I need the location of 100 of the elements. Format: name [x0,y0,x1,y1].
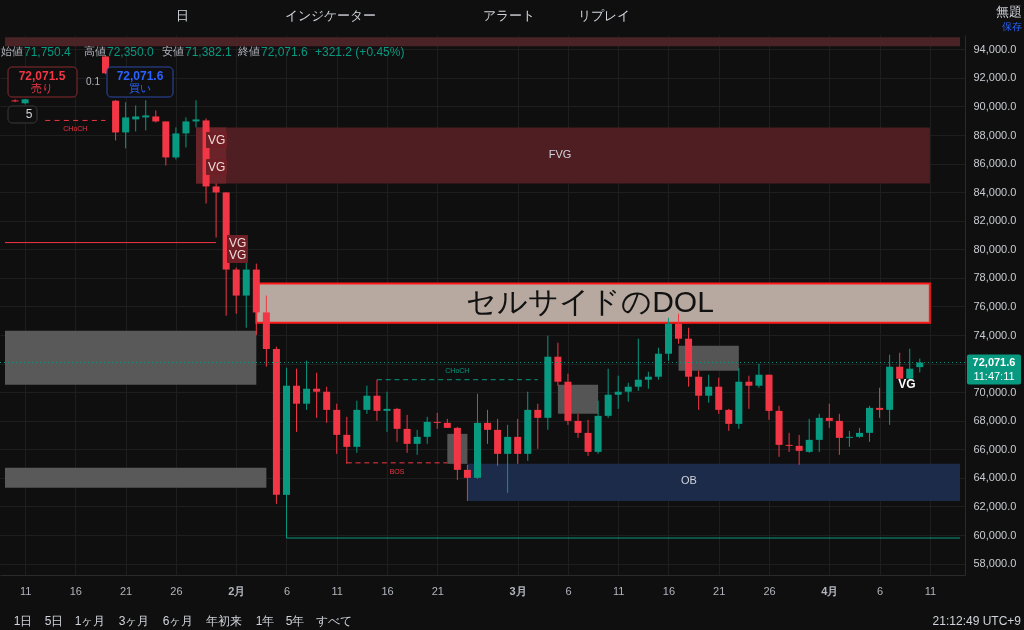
text: 3ヶ月 [118,614,150,628]
candlestick [675,313,683,345]
candlestick [433,412,441,430]
y-tick-label: 76,000.0 [973,299,1017,312]
candlestick [323,386,331,424]
candlestick [423,416,431,445]
candlestick [795,434,803,466]
text: アラート [483,8,535,23]
candlestick [876,387,884,419]
text: 5日 [44,614,64,628]
candlestick [745,375,753,410]
candlestick [715,377,723,415]
candlestick [403,414,411,454]
x-tick-label: 6 [877,584,884,597]
annotation: 安値 [162,45,184,57]
y-tick-label: 74,000.0 [973,328,1017,341]
x-tick-label: 21 [713,584,726,597]
annotation: 売り [31,82,53,94]
candlestick [705,374,713,404]
x-tick-label: 6 [565,584,572,597]
annotation: VG [898,377,916,391]
annotation: FVG [548,148,572,160]
y-tick-label: 68,000.0 [973,414,1017,427]
candlestick [835,413,843,456]
annotation: VG [229,236,247,250]
x-tick-label: 11 [19,584,32,597]
y-tick-label: 58,000.0 [973,557,1017,570]
candlestick [755,363,763,389]
x-tick-label: 3月 [509,584,527,597]
text: インジケーター [284,8,376,23]
candlestick [363,385,371,415]
x-tick-label: 21 [120,584,133,597]
candlestick [383,391,391,433]
x-tick-label: 11 [924,584,937,597]
text: リプレイ [578,8,630,23]
candlestick [212,182,220,239]
candlestick [624,382,632,403]
candlestick [122,101,130,149]
annotation: OB [681,474,697,486]
annotation: 72,071.6 [261,45,309,59]
x-tick-label: 4月 [821,584,839,597]
y-tick-label: 88,000.0 [973,128,1017,141]
candlestick [604,368,612,419]
candlestick [504,424,512,494]
x-tick-label: 16 [662,584,676,597]
annotation: セルサイドのDOL [466,285,714,318]
text: 6ヶ月 [162,614,194,628]
candlestick [393,407,401,443]
annotation: 72,071.5 [18,69,66,83]
y-tick-label: 60,000.0 [973,528,1017,541]
annotation: +321.2 (+0.45%) [315,45,405,59]
y-tick-label: 94,000.0 [973,42,1017,55]
y-tick-label: 66,000.0 [973,442,1017,455]
x-tick-label: 2月 [228,584,246,597]
candlestick [574,413,582,439]
annotation: 0.1 [86,76,101,87]
annotation: 5 [25,107,33,121]
annotation: 72,071.6 [116,69,164,83]
candlestick [514,418,522,465]
annotation: 71,382.1 [185,45,233,59]
y-tick-label: 64,000.0 [973,471,1017,484]
x-tick-label: 11 [613,584,625,597]
text: 11:47:11 [973,370,1015,382]
x-tick-label: 11 [331,584,343,597]
y-tick-label: 82,000.0 [973,214,1017,227]
text: 5年 [285,614,305,628]
candlestick [815,413,823,453]
text: すべて [316,614,352,628]
y-tick-label: 80,000.0 [973,242,1017,255]
candlestick [614,375,622,410]
annotation: VG [208,133,226,147]
text: 1年 [255,614,275,628]
candlestick [313,372,321,419]
y-tick-label: 70,000.0 [973,385,1017,398]
y-tick-label: 86,000.0 [973,157,1017,170]
annotation: 高値 [84,45,106,57]
candlestick [293,368,301,433]
annotation: 終値 [237,45,260,57]
candlestick [845,430,853,448]
x-tick-label: 16 [381,584,394,597]
candlestick [182,116,190,148]
annotation: VG [208,160,226,174]
x-tick-label: 26 [170,584,183,597]
candlestick [463,464,471,502]
candlestick [142,99,150,131]
text: 年初来 [206,614,242,628]
ref-line-label: 72,071.6 [972,355,1016,368]
text: 保存 [1002,21,1022,32]
candlestick [695,370,703,411]
text: 1ヶ月 [74,614,106,628]
candlestick [172,126,180,160]
y-tick-label: 90,000.0 [973,99,1017,112]
text: 1日 [13,614,33,628]
candlestick [132,104,140,132]
candlestick [825,403,833,429]
candlestick [785,432,793,453]
y-tick-label: 62,000.0 [973,499,1017,512]
annotation: 71,750.4 [24,45,72,59]
y-tick-label: 92,000.0 [973,71,1017,84]
text: 日 [175,8,189,23]
